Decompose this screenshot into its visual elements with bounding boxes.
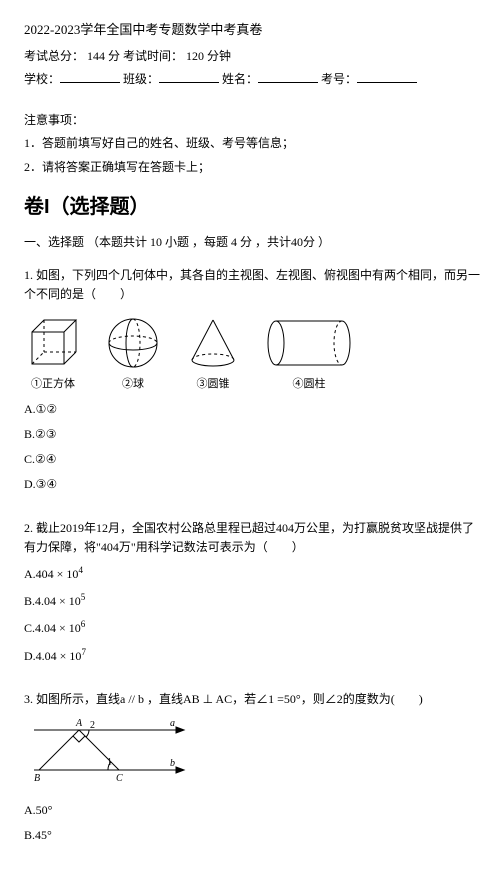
shape-cone: ③圆锥 [184, 314, 242, 394]
school-blank[interactable] [60, 70, 120, 83]
q1-stem: 1. 如图，下列四个几何体中，其各自的主视图、左视图、俯视图中有两个相同，而另一… [24, 266, 480, 304]
shape-sphere-label: ②球 [104, 376, 162, 394]
examno-label: 考号： [321, 72, 357, 86]
q3-label-a: a [170, 718, 175, 729]
examno-blank[interactable] [357, 70, 417, 83]
q2-opt-a[interactable]: A.404 × 104 [24, 563, 480, 584]
info-line: 学校： 班级： 姓名： 考号： [24, 70, 480, 89]
q1-opt-c[interactable]: C.②④ [24, 450, 480, 469]
q3-label-A: A [75, 718, 83, 729]
class-label: 班级： [123, 72, 159, 86]
q1-opt-a[interactable]: A.①② [24, 400, 480, 419]
shape-cube-label: ①正方体 [24, 376, 82, 394]
notice-label: 注意事项： [24, 111, 480, 130]
class-blank[interactable] [159, 70, 219, 83]
q2-opt-c[interactable]: C.4.04 × 106 [24, 617, 480, 638]
q2-opt-a-sup: 4 [78, 565, 83, 575]
exam-title: 2022-2023学年全国中考专题数学中考真卷 [24, 20, 480, 41]
q3-label-2: 2 [90, 720, 95, 731]
q2-opt-c-sup: 6 [81, 619, 86, 629]
shape-cube: ①正方体 [24, 314, 82, 394]
shape-cylinder-label: ④圆柱 [264, 376, 354, 394]
q2-stem: 2. 截止2019年12月，全国农村公路总里程已超过404万公里，为打赢脱贫攻坚… [24, 519, 480, 557]
q3-label-C: C [116, 773, 123, 784]
q2-opt-b[interactable]: B.4.04 × 105 [24, 590, 480, 611]
q2-opt-a-pre: A.404 × 10 [24, 567, 78, 581]
q1-opt-d[interactable]: D.③④ [24, 475, 480, 494]
q1-shapes: ①正方体 ②球 ③圆锥 [24, 314, 480, 394]
q1-opt-b[interactable]: B.②③ [24, 425, 480, 444]
q2-opt-d-sup: 7 [81, 647, 86, 657]
school-label: 学校： [24, 72, 60, 86]
q3-figure: A B C a b 1 2 [24, 715, 480, 791]
shape-cone-label: ③圆锥 [184, 376, 242, 394]
q3-label-B: B [34, 773, 40, 784]
name-blank[interactable] [258, 70, 318, 83]
q2-opt-d-pre: D.4.04 × 10 [24, 649, 81, 663]
notice-1: 1．答题前填写好自己的姓名、班级、考号等信息； [24, 134, 480, 153]
q3-opt-a[interactable]: A.50° [24, 801, 480, 820]
section-sub: 一、选择题 （本题共计 10 小题 ，每题 4 分 ，共计40分 ） [24, 233, 480, 252]
q2-opt-d[interactable]: D.4.04 × 107 [24, 645, 480, 666]
q2-opt-b-sup: 5 [81, 592, 86, 602]
q2-opt-b-pre: B.4.04 × 10 [24, 594, 81, 608]
shape-cylinder: ④圆柱 [264, 314, 354, 394]
q2-opt-c-pre: C.4.04 × 10 [24, 621, 81, 635]
score-line: 考试总分： 144 分 考试时间： 120 分钟 [24, 47, 480, 66]
name-label: 姓名： [222, 72, 258, 86]
q1-options: A.①② B.②③ C.②④ D.③④ [24, 400, 480, 495]
section-heading: 卷I（选择题） [24, 191, 480, 223]
q3-options: A.50° B.45° [24, 801, 480, 845]
q3-label-b: b [170, 758, 175, 769]
q3-label-1: 1 [107, 757, 112, 768]
shape-sphere: ②球 [104, 314, 162, 394]
q3-opt-b[interactable]: B.45° [24, 826, 480, 845]
notice-2: 2．请将答案正确填写在答题卡上； [24, 158, 480, 177]
q2-options: A.404 × 104 B.4.04 × 105 C.4.04 × 106 D.… [24, 563, 480, 666]
q3-stem: 3. 如图所示，直线a // b ，直线AB ⊥ AC，若∠1 =50°，则∠2… [24, 690, 480, 709]
